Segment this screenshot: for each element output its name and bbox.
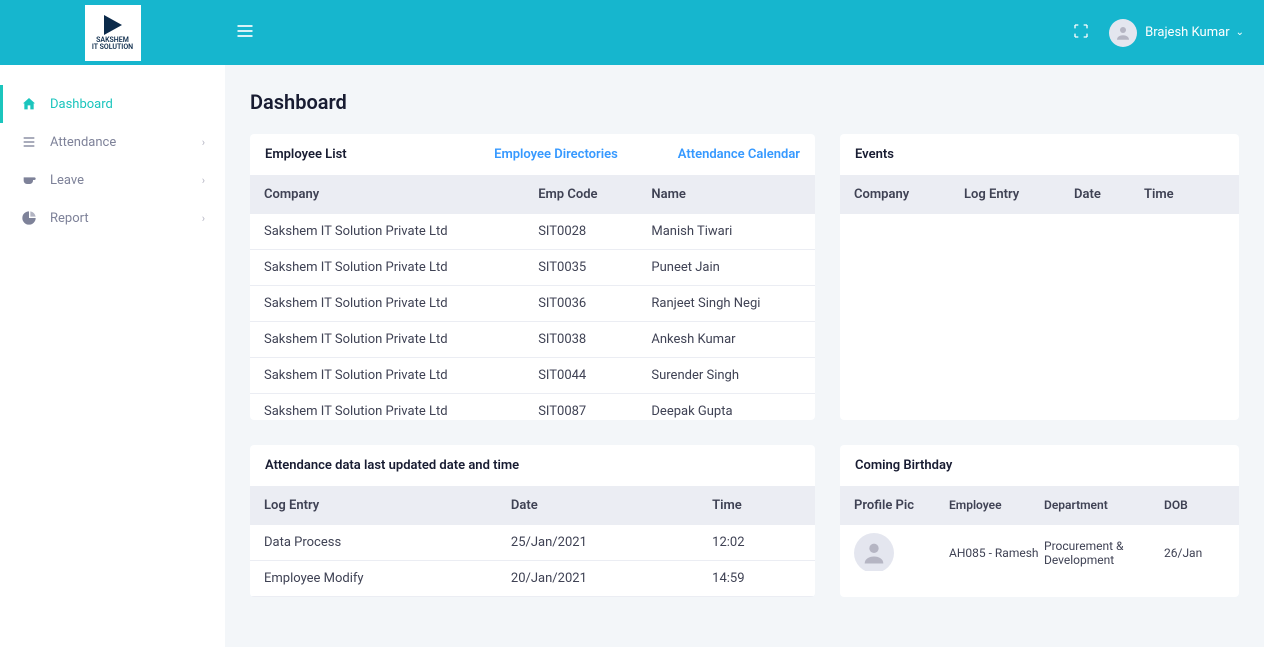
col-name: Name: [637, 175, 815, 214]
table-row: Data Process25/Jan/202112:02: [250, 525, 815, 561]
sidebar: Dashboard Attendance › Leave › Report ›: [0, 65, 225, 647]
employee-directories-link[interactable]: Employee Directories: [494, 147, 618, 162]
table-cell: Sakshem IT Solution Private Ltd: [250, 322, 524, 358]
logo-brand-tag: IT SOLUTION: [92, 44, 133, 51]
table-cell: Sakshem IT Solution Private Ltd: [250, 394, 524, 421]
cup-icon: [20, 172, 38, 188]
fullscreen-button[interactable]: [1063, 13, 1099, 53]
table-cell: SIT0028: [524, 214, 637, 250]
events-card: Events Company Log Entry Date Time: [840, 134, 1239, 420]
table-cell: 25/Jan/2021: [497, 525, 698, 561]
events-body: Company Log Entry Date Time: [840, 175, 1239, 420]
table-row[interactable]: Sakshem IT Solution Private LtdSIT0087De…: [250, 394, 815, 421]
hamburger-icon: [235, 21, 255, 41]
employee-list-card: Employee List Employee Directories Atten…: [250, 134, 815, 420]
home-icon: [20, 96, 38, 112]
col-date: Date: [1074, 187, 1144, 202]
chevron-right-icon: ›: [202, 212, 205, 225]
table-row[interactable]: Sakshem IT Solution Private LtdSIT0036Ra…: [250, 286, 815, 322]
table-cell: SIT0038: [524, 322, 637, 358]
table-cell: 20/Jan/2021: [497, 561, 698, 597]
attendance-log-card: Attendance data last updated date and ti…: [250, 445, 815, 597]
table-row[interactable]: Sakshem IT Solution Private LtdSIT0035Pu…: [250, 250, 815, 286]
col-profilepic: Profile Pic: [854, 498, 949, 513]
attendance-log-table: Log Entry Date Time Data Process25/Jan/2…: [250, 486, 815, 597]
list-icon: [20, 134, 38, 150]
card-title: Employee List: [265, 147, 347, 162]
table-cell: Employee Modify: [250, 561, 497, 597]
col-dob: DOB: [1164, 498, 1225, 513]
table-row[interactable]: Sakshem IT Solution Private LtdSIT0028Ma…: [250, 214, 815, 250]
table-cell: 14:59: [698, 561, 815, 597]
table-cell: Ankesh Kumar: [637, 322, 815, 358]
col-company: Company: [854, 187, 964, 202]
logo-triangle-icon: [104, 15, 122, 35]
table-cell: SIT0044: [524, 358, 637, 394]
col-employee: Employee: [949, 498, 1044, 513]
profile-pic: [854, 533, 894, 571]
employee-table: Company Emp Code Name Sakshem IT Solutio…: [250, 175, 815, 420]
col-company: Company: [250, 175, 524, 214]
page-title: Dashboard: [250, 90, 1239, 114]
table-row[interactable]: Sakshem IT Solution Private LtdSIT0038An…: [250, 322, 815, 358]
user-name-label: Brajesh Kumar: [1145, 25, 1229, 40]
table-cell: Manish Tiwari: [637, 214, 815, 250]
table-cell: Puneet Jain: [637, 250, 815, 286]
user-menu[interactable]: Brajesh Kumar ⌄: [1109, 19, 1244, 47]
table-row: Employee Modify20/Jan/202114:59: [250, 561, 815, 597]
sidebar-item-label: Dashboard: [50, 97, 205, 112]
birthday-row: AH085 - RameshProcurement & Development2…: [840, 525, 1239, 571]
table-cell: 12:02: [698, 525, 815, 561]
col-empcode: Emp Code: [524, 175, 637, 214]
table-cell: SIT0087: [524, 394, 637, 421]
col-logentry: Log Entry: [250, 486, 497, 525]
card-title: Coming Birthday: [855, 458, 952, 473]
table-row[interactable]: Sakshem IT Solution Private LtdSIT0044Su…: [250, 358, 815, 394]
chevron-right-icon: ›: [202, 136, 205, 149]
birthday-employee: AH085 - Ramesh: [949, 546, 1044, 560]
card-title: Events: [855, 147, 894, 162]
attendance-calendar-link[interactable]: Attendance Calendar: [678, 147, 800, 162]
table-cell: Ranjeet Singh Negi: [637, 286, 815, 322]
logo[interactable]: SAKSHEM IT SOLUTION: [85, 5, 141, 61]
chevron-down-icon: ⌄: [1236, 27, 1244, 38]
table-cell: Surender Singh: [637, 358, 815, 394]
user-icon: [860, 539, 888, 567]
col-date: Date: [497, 486, 698, 525]
table-cell: Sakshem IT Solution Private Ltd: [250, 250, 524, 286]
topbar: SAKSHEM IT SOLUTION Brajesh Kumar ⌄: [0, 0, 1264, 65]
table-cell: SIT0036: [524, 286, 637, 322]
sidebar-item-dashboard[interactable]: Dashboard: [0, 85, 225, 123]
main-content: Dashboard Employee List Employee Directo…: [225, 65, 1264, 647]
menu-toggle-button[interactable]: [225, 11, 265, 55]
birthday-scroll[interactable]: Profile Pic Employee Department DOB AH08…: [840, 486, 1239, 571]
employee-list-scroll[interactable]: Company Emp Code Name Sakshem IT Solutio…: [250, 175, 815, 420]
col-department: Department: [1044, 498, 1164, 513]
sidebar-item-label: Attendance: [50, 135, 202, 150]
sidebar-item-leave[interactable]: Leave ›: [0, 161, 225, 199]
table-cell: Deepak Gupta: [637, 394, 815, 421]
table-cell: Data Process: [250, 525, 497, 561]
user-icon: [1114, 24, 1132, 42]
card-title: Attendance data last updated date and ti…: [265, 458, 519, 473]
table-cell: Sakshem IT Solution Private Ltd: [250, 214, 524, 250]
chevron-right-icon: ›: [202, 174, 205, 187]
pie-icon: [20, 210, 38, 226]
birthday-department: Procurement & Development: [1044, 539, 1164, 567]
logo-container: SAKSHEM IT SOLUTION: [0, 0, 225, 65]
sidebar-item-report[interactable]: Report ›: [0, 199, 225, 237]
birthday-dob: 26/Jan: [1164, 546, 1225, 560]
sidebar-item-attendance[interactable]: Attendance ›: [0, 123, 225, 161]
col-logentry: Log Entry: [964, 187, 1074, 202]
table-cell: SIT0035: [524, 250, 637, 286]
table-cell: Sakshem IT Solution Private Ltd: [250, 286, 524, 322]
birthday-card: Coming Birthday Profile Pic Employee Dep…: [840, 445, 1239, 597]
sidebar-item-label: Report: [50, 211, 202, 226]
sidebar-item-label: Leave: [50, 173, 202, 188]
avatar: [1109, 19, 1137, 47]
table-cell: Sakshem IT Solution Private Ltd: [250, 358, 524, 394]
fullscreen-icon: [1073, 23, 1089, 39]
col-time: Time: [698, 486, 815, 525]
col-time: Time: [1144, 187, 1225, 202]
